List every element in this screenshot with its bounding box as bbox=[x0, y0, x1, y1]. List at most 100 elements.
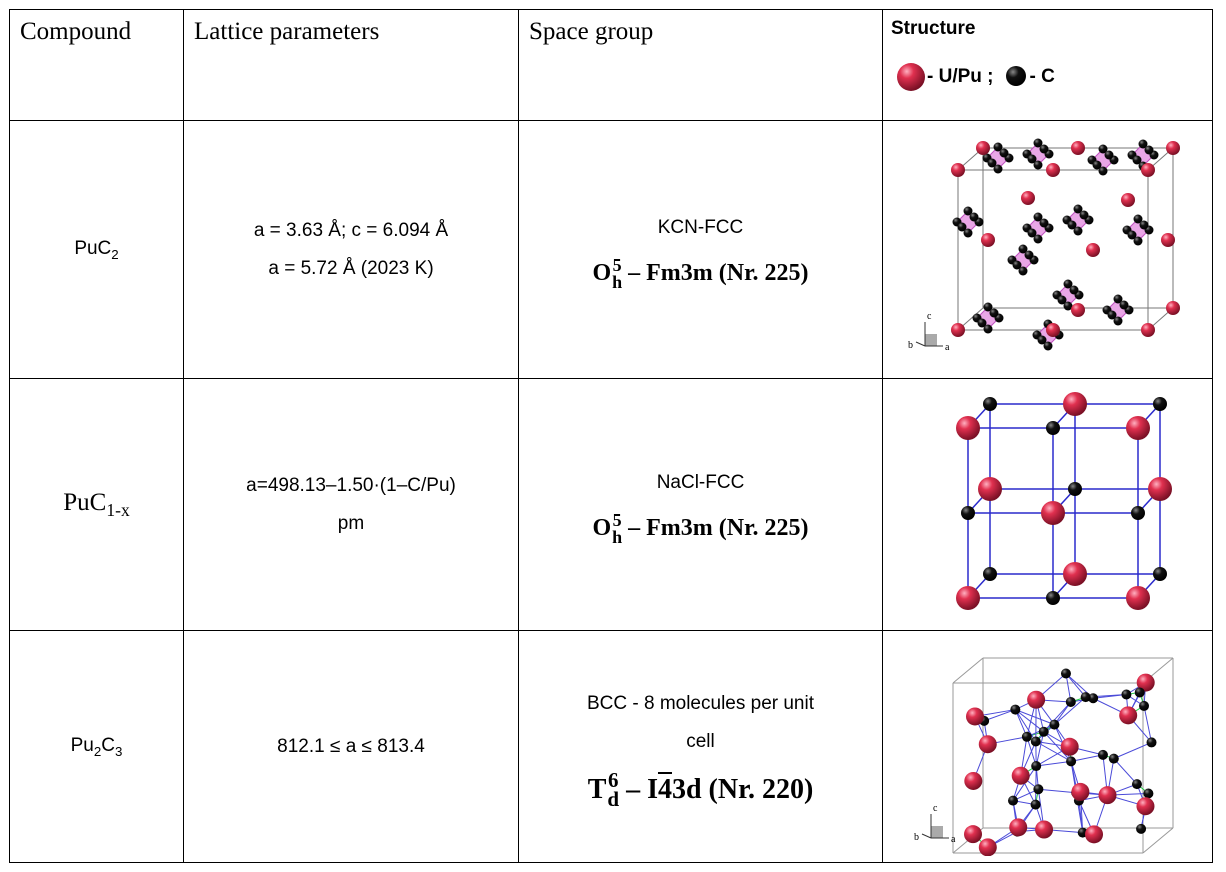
atom bbox=[965, 706, 984, 725]
atom bbox=[1060, 737, 1079, 756]
structure-image: c b a bbox=[908, 138, 1180, 353]
superscript: 5 bbox=[612, 510, 622, 531]
lattice-line: pm bbox=[337, 512, 365, 534]
compound: PuC1-x bbox=[63, 488, 129, 520]
atom bbox=[1026, 690, 1045, 709]
atom bbox=[955, 585, 980, 610]
compound-text: PuC bbox=[63, 488, 107, 516]
atom bbox=[1135, 796, 1154, 815]
symbol-rest: – I43d (Nr. 220) bbox=[619, 774, 813, 806]
axis-label: c bbox=[927, 311, 932, 322]
atom bbox=[1087, 692, 1098, 703]
atom bbox=[1125, 585, 1150, 610]
atom bbox=[963, 771, 982, 790]
axis-label: b bbox=[914, 832, 919, 843]
atom bbox=[1033, 160, 1042, 169]
atom bbox=[963, 206, 972, 215]
atom bbox=[1079, 210, 1088, 219]
compound-subscript: 1-x bbox=[106, 499, 130, 520]
atom bbox=[1007, 795, 1018, 806]
atom bbox=[1138, 700, 1149, 711]
atom bbox=[1140, 322, 1155, 337]
cell-edge bbox=[1053, 696, 1086, 725]
symbol-text: – Fm3m (Nr. 225) bbox=[622, 260, 809, 286]
atom bbox=[1133, 214, 1142, 223]
atom bbox=[1165, 300, 1180, 315]
atom bbox=[969, 212, 978, 221]
space-group-name: NaCl-FCC bbox=[656, 472, 745, 494]
atom bbox=[980, 232, 995, 247]
atom bbox=[1063, 301, 1072, 310]
legend-label: - C bbox=[1029, 66, 1055, 87]
cell-edge bbox=[1142, 827, 1173, 853]
axis-label: c bbox=[933, 803, 938, 814]
atom bbox=[999, 148, 1008, 157]
atom bbox=[1132, 155, 1141, 164]
atom bbox=[1040, 500, 1065, 525]
atom bbox=[983, 324, 992, 333]
atom bbox=[1043, 341, 1052, 350]
symbol: O bbox=[592, 260, 612, 286]
atom bbox=[1008, 817, 1027, 836]
atom bbox=[982, 566, 997, 581]
compound-subscript: 2 bbox=[111, 246, 119, 262]
atom bbox=[1108, 753, 1119, 764]
atom bbox=[1039, 218, 1048, 227]
structure-image: c b a bbox=[914, 657, 1173, 856]
cell-edge bbox=[983, 708, 1015, 721]
row: PuC2 a = 3.63 Å; c = 6.094 Å a = 5.72 Å (2… bbox=[9, 120, 1213, 379]
atom bbox=[982, 396, 997, 411]
atom bbox=[1084, 824, 1103, 843]
atom bbox=[1030, 760, 1041, 771]
subscript: d bbox=[607, 786, 620, 811]
atom bbox=[1125, 415, 1150, 440]
atom bbox=[1070, 140, 1085, 155]
symbol-rest: – Fm3m (Nr. 225) bbox=[622, 260, 808, 287]
axis-label: a bbox=[945, 342, 950, 353]
cell-edge bbox=[1035, 740, 1071, 762]
atom bbox=[950, 162, 965, 177]
atom bbox=[1030, 736, 1041, 747]
cell-edge bbox=[1112, 757, 1137, 784]
atom bbox=[1107, 310, 1116, 319]
atom bbox=[1045, 590, 1060, 605]
atom bbox=[1120, 192, 1135, 207]
atom bbox=[1067, 481, 1082, 496]
atom bbox=[1118, 705, 1137, 724]
cell-edge bbox=[1113, 741, 1152, 759]
cell-edge bbox=[952, 657, 983, 683]
atom bbox=[1085, 242, 1100, 257]
compound-cell: PuC2 bbox=[9, 120, 184, 379]
lattice-line: a = 5.72 Å (2023 K) bbox=[268, 257, 434, 279]
structure-image bbox=[955, 391, 1172, 610]
axis-label: a bbox=[951, 834, 956, 845]
atom bbox=[1018, 266, 1027, 275]
atom bbox=[1033, 234, 1042, 243]
lattice-cell: 812.1 ≤ a ≤ 813.4 bbox=[183, 630, 519, 863]
row: PuC1-x a=498.13–1.50·(1–C/Pu) pm NaCl-FCC O 5… bbox=[9, 378, 1213, 631]
atom bbox=[1027, 154, 1036, 163]
overlined: 4 bbox=[657, 773, 672, 805]
atom bbox=[1113, 316, 1122, 325]
structure bbox=[952, 657, 1173, 856]
compound-subscript: 3 bbox=[114, 743, 123, 759]
atom bbox=[1024, 250, 1033, 259]
atom bbox=[1133, 236, 1142, 245]
symbol-text: – I bbox=[619, 773, 658, 805]
atom bbox=[977, 476, 1002, 501]
table: Compound Lattice parameters Space group … bbox=[9, 9, 1213, 863]
atom bbox=[1073, 226, 1082, 235]
atom bbox=[1147, 476, 1172, 501]
compound: PuC2 bbox=[74, 238, 119, 262]
atom bbox=[1011, 766, 1030, 785]
atom bbox=[1060, 668, 1071, 679]
atom bbox=[1067, 220, 1076, 229]
atom bbox=[1034, 819, 1053, 838]
cell-edge bbox=[1070, 753, 1103, 762]
atom bbox=[1032, 783, 1043, 794]
